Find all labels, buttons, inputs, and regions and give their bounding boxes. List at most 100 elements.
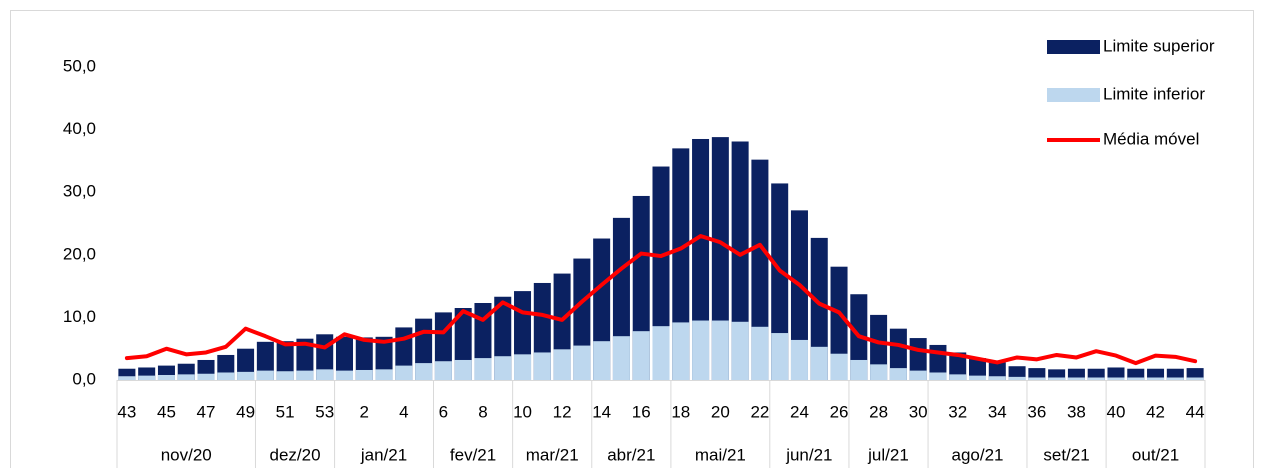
bar <box>375 336 393 380</box>
bar <box>969 375 987 380</box>
x-tick-label: 16 <box>632 402 651 421</box>
legend-label: Limite inferior <box>1103 84 1205 103</box>
bar <box>434 361 452 380</box>
bar <box>138 375 156 380</box>
month-label: mai/21 <box>695 445 746 464</box>
month-label: set/21 <box>1043 445 1089 464</box>
month-label: jul/21 <box>867 445 909 464</box>
bar <box>1166 368 1184 380</box>
x-tick-label: 51 <box>276 402 295 421</box>
bar <box>830 266 848 380</box>
legend-label: Limite superior <box>1103 36 1215 55</box>
bar <box>494 356 512 380</box>
x-tick-label: 53 <box>315 402 334 421</box>
bar <box>909 370 927 380</box>
bar <box>988 362 1006 380</box>
bar <box>276 341 294 380</box>
bar <box>1186 368 1204 380</box>
month-label: mar/21 <box>526 445 579 464</box>
x-tick-label: 28 <box>869 402 888 421</box>
bar <box>454 359 472 380</box>
bar <box>1048 369 1066 380</box>
bar <box>1107 367 1125 380</box>
legend-swatch <box>1047 40 1100 54</box>
bar <box>751 159 769 380</box>
x-tick-label: 30 <box>909 402 928 421</box>
line <box>124 234 1198 366</box>
bar <box>375 369 393 380</box>
bar <box>533 352 551 380</box>
bar <box>692 138 710 380</box>
y-tick-label: 50,0 <box>63 56 96 75</box>
x-tick-label: 22 <box>750 402 769 421</box>
month-label: dez/20 <box>270 445 321 464</box>
y-tick-label: 20,0 <box>63 244 96 263</box>
bar <box>1186 377 1204 380</box>
bar <box>889 368 907 380</box>
bar <box>692 320 710 380</box>
bar <box>1067 377 1085 380</box>
bar <box>790 210 808 380</box>
x-tick-label: 4 <box>399 402 408 421</box>
bar <box>949 352 967 380</box>
bar <box>1087 368 1105 380</box>
month-label: nov/20 <box>161 445 212 464</box>
bar <box>771 183 789 380</box>
y-tick-label: 0,0 <box>72 369 96 388</box>
bar <box>118 376 136 380</box>
x-tick-label: 43 <box>117 402 136 421</box>
bar <box>1028 377 1046 380</box>
bar <box>632 331 650 380</box>
bar <box>415 363 433 380</box>
x-tick-label: 45 <box>157 402 176 421</box>
x-tick-label: 10 <box>513 402 532 421</box>
bar <box>395 365 413 380</box>
bar <box>256 341 274 380</box>
bar <box>276 371 294 380</box>
bar <box>612 336 630 380</box>
bar <box>316 369 334 380</box>
bar <box>1147 377 1165 380</box>
chart-frame <box>10 10 1254 468</box>
bar <box>988 376 1006 380</box>
bar <box>672 148 690 380</box>
bar <box>296 338 314 380</box>
month-label: ago/21 <box>952 445 1004 464</box>
bar <box>157 374 175 380</box>
bar <box>771 333 789 380</box>
bar <box>711 137 729 380</box>
bar <box>355 337 373 380</box>
bar <box>672 322 690 380</box>
bar <box>1067 368 1085 380</box>
month-label: jan/21 <box>360 445 407 464</box>
bar <box>256 370 274 380</box>
x-tick-label: 20 <box>711 402 730 421</box>
x-tick-label: 36 <box>1027 402 1046 421</box>
bar <box>197 373 215 380</box>
bar <box>1127 377 1145 380</box>
bar <box>1127 368 1145 380</box>
y-tick-label: 10,0 <box>63 307 96 326</box>
x-tick-label: 14 <box>592 402 611 421</box>
bar <box>593 341 611 380</box>
bar <box>751 326 769 380</box>
bar <box>1166 377 1184 380</box>
bar <box>810 346 828 380</box>
bar <box>1008 366 1026 380</box>
x-tick-label: 2 <box>360 402 369 421</box>
bar <box>949 374 967 380</box>
bar <box>1028 368 1046 380</box>
bar <box>1048 377 1066 380</box>
x-tick-label: 6 <box>439 402 448 421</box>
bar <box>870 364 888 380</box>
x-tick-label: 26 <box>830 402 849 421</box>
legend-label: Média móvel <box>1103 129 1199 148</box>
bar <box>870 314 888 380</box>
x-tick-label: 49 <box>236 402 255 421</box>
bar <box>514 354 532 380</box>
month-label: out/21 <box>1132 445 1179 464</box>
legend-swatch <box>1047 88 1100 102</box>
bar <box>830 353 848 380</box>
